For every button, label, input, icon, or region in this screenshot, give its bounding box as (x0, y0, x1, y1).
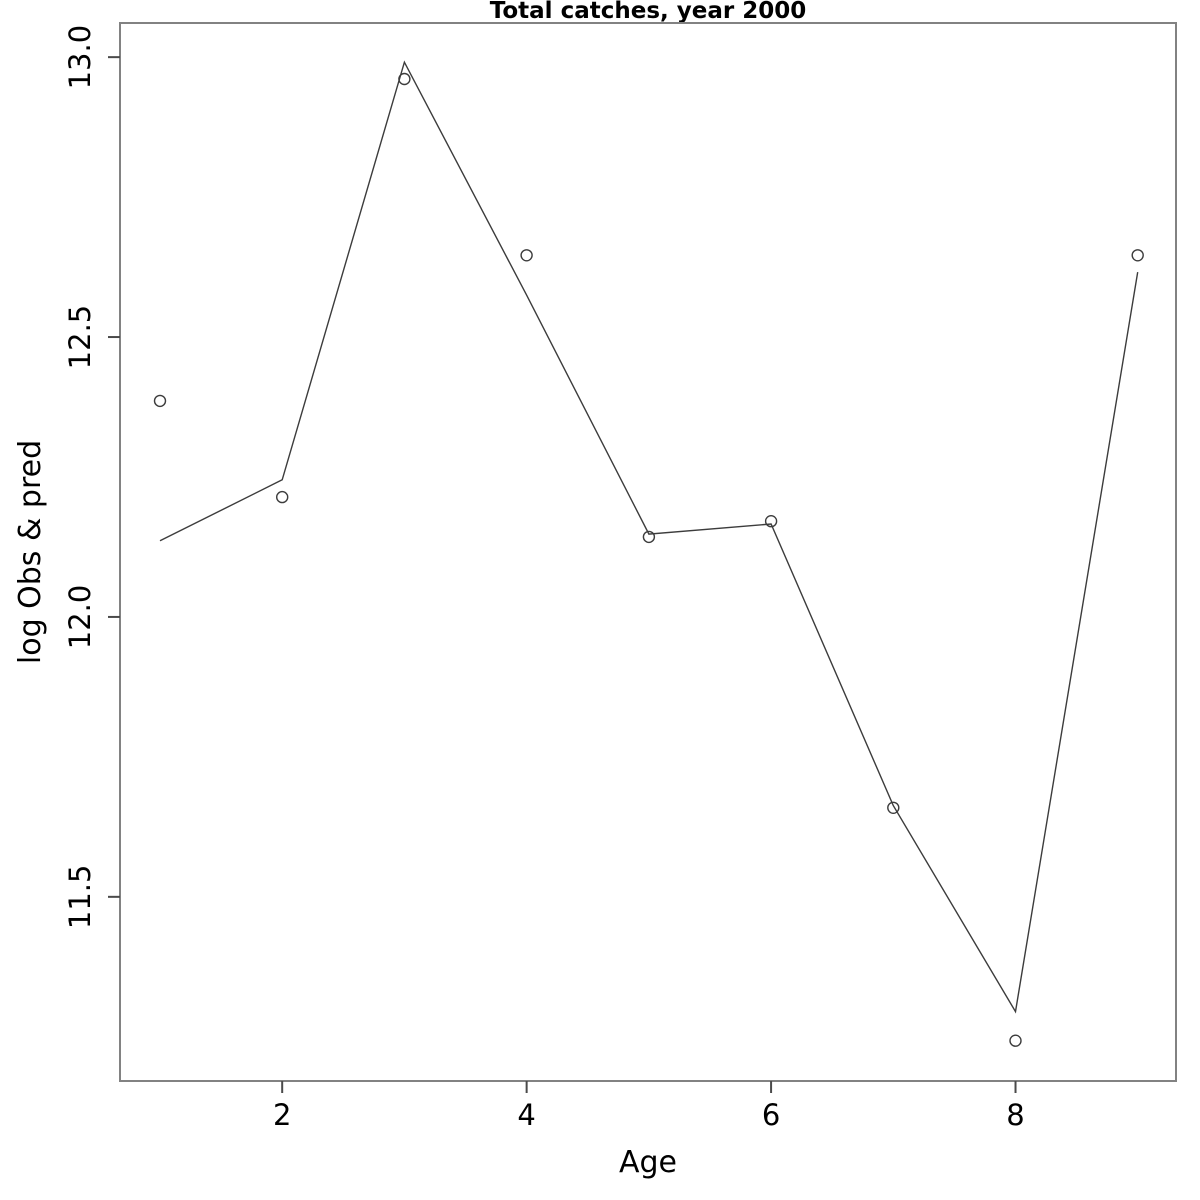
y-axis-label: log Obs & pred (13, 440, 48, 664)
x-tick-label: 8 (1006, 1098, 1024, 1132)
x-axis-ticks: 2 4 6 8 (273, 1081, 1025, 1132)
x-tick-label: 6 (762, 1098, 780, 1132)
y-axis-ticks: 11.5 12.0 12.5 13.0 (63, 25, 120, 929)
chart-title: Total catches, year 2000 (490, 0, 807, 24)
y-tick-label: 12.5 (63, 305, 97, 370)
observed-data-point (764, 515, 778, 528)
observed-data-point (887, 801, 900, 814)
x-tick-label: 4 (517, 1098, 535, 1132)
observed-data-point (1009, 1034, 1022, 1047)
observed-data-point (642, 530, 656, 544)
predicted-line (159, 60, 1139, 1014)
y-tick-label: 11.5 (63, 865, 97, 930)
y-tick-label: 13.0 (63, 25, 97, 90)
observed-data-point (153, 394, 167, 408)
observed-data-point (276, 490, 289, 504)
observed-data-point (520, 249, 533, 262)
observed-data-point (398, 72, 411, 86)
observed-data-point (1131, 249, 1144, 262)
x-axis-label: Age (619, 1145, 677, 1180)
observed-points (153, 72, 1144, 1047)
x-tick-label: 2 (273, 1098, 291, 1132)
y-tick-label: 12.0 (63, 585, 97, 650)
plot-border (119, 22, 1177, 1082)
